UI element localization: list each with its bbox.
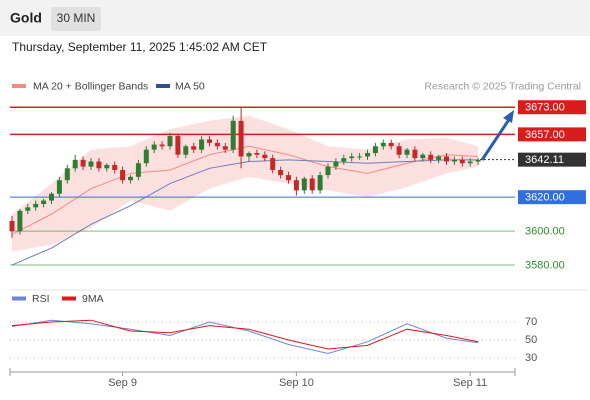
candle-body [349,156,355,159]
legend-swatch [12,84,26,88]
x-tick-label: Sep 10 [279,377,314,389]
candle-body [230,120,236,150]
candle-body [301,178,307,191]
candle-body [238,120,244,157]
candle-body [72,159,78,169]
candle-body [199,139,205,150]
candle-body [159,144,165,147]
legend-swatch [156,84,170,88]
candle-body [365,153,370,157]
candle-body [372,146,378,154]
ma20-line [11,145,479,235]
candle-body [214,142,220,147]
rsi-line [11,319,479,350]
candle-body [120,170,126,181]
legend-swatch [12,296,26,301]
level-label: 3580.00 [525,259,565,271]
timestamp: Thursday, September 11, 2025 1:45:02 AM … [12,40,268,54]
forecast-arrowhead [503,110,514,123]
candle-body [270,158,276,171]
y-tick-label: 50 [525,334,537,346]
rsi-line [11,319,479,355]
level-label: 3600.00 [525,226,565,238]
candle-body [278,170,284,176]
candle-body [459,159,465,164]
candle-body [33,203,39,208]
candle-body [112,164,118,171]
interval[interactable]: 30 MIN [57,11,96,25]
candle-body [96,161,102,169]
legend-swatch [62,296,76,301]
level-label: 3673.00 [525,102,565,114]
interval-button[interactable] [51,7,101,31]
candle-body [444,156,449,162]
candle-body [467,161,473,164]
candle-body [333,161,339,167]
y-tick-label: 70 [525,316,537,328]
candle-body [475,159,481,162]
candle-body [341,158,347,162]
x-tick-label: Sep 11 [453,377,487,389]
level-label-box [518,152,586,167]
y-tick-label: 30 [525,352,537,364]
candle-body [451,159,457,162]
candle-body [128,176,133,181]
candle-body [49,193,54,201]
level-label-box [518,190,586,205]
candle-body [380,142,386,147]
candle-body [293,180,299,191]
candle-body [388,142,394,147]
candle-body [167,136,173,147]
candle-body [222,146,228,150]
forecast-arrow [480,117,512,161]
candle-body [41,200,47,204]
level-label-box [518,100,586,115]
bollinger-band [12,115,479,252]
candle-body [396,146,402,155]
candle-body [420,154,426,159]
legend-label: MA 20 + Bollinger Bands [33,80,148,92]
candle-body [56,180,62,194]
candle-body [436,156,442,160]
legend-label: RSI [32,293,50,305]
legend-label: 9MA [82,293,104,305]
level-label: 3642.11 [525,154,564,166]
candle-body [254,153,260,155]
candle-body [286,175,291,181]
candle-body [207,139,212,143]
candle-body [428,154,434,160]
candle-body [412,149,418,159]
legend-label: MA 50 [175,80,205,92]
candle-body [17,210,23,232]
candle-body [151,144,157,150]
candle-body [175,136,181,155]
candle-body [88,161,94,167]
candle-body [262,154,268,159]
candle-body [325,166,331,176]
candle-body [104,164,110,169]
symbol: Gold [10,10,42,26]
candle-body [9,220,15,232]
candle-body [183,146,189,155]
candle-body [80,159,86,167]
candle-body [143,149,149,164]
candle-body [404,149,410,155]
candle-body [317,175,323,191]
level-label: 3657.00 [525,129,565,141]
candle-body [64,168,70,181]
candle-body [246,153,252,157]
candle-body [191,146,197,150]
candle-body [25,207,31,211]
candle-body [357,156,363,158]
level-label: 3620.00 [525,192,565,204]
candle-body [135,163,141,177]
source: Research © 2025 Trading Central [424,80,581,92]
candle-body [309,178,315,191]
level-label-box [518,127,586,142]
x-tick-label: Sep 9 [108,377,137,389]
